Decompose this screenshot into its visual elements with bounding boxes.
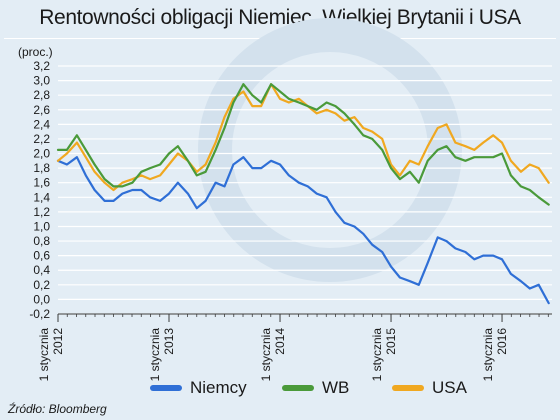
legend-label-niemcy: Niemcy (190, 378, 247, 397)
series-line-niemcy (56, 156, 550, 305)
y-tick-label: 0,8 (33, 234, 50, 248)
x-tick-label-line1: 1 stycznia (148, 328, 162, 382)
chart-title: Rentowności obligacji Niemiec, Wielkiej … (39, 6, 521, 29)
y-tick-label: 1,2 (33, 205, 50, 219)
y-tick-label: 0,6 (33, 249, 50, 263)
y-tick-label: 2,8 (33, 88, 50, 102)
legend-label-wb: WB (322, 378, 350, 397)
y-tick-label: 2,6 (33, 103, 50, 117)
y-tick-label: 3,2 (33, 59, 50, 73)
x-tick-label: 1 stycznia 2014 (259, 328, 287, 382)
legend-item-niemcy: Niemcy (150, 378, 247, 398)
x-tick-label-line1: 1 stycznia (259, 328, 273, 382)
x-tick-label: 1 stycznia 2012 (37, 328, 65, 382)
y-tick-label: 1,6 (33, 176, 50, 190)
y-tick-label: 2,4 (33, 117, 50, 131)
y-tick-label: 0,0 (33, 292, 50, 306)
x-tick-label: 1 stycznia 2015 (370, 328, 398, 382)
y-tick-label: 1,4 (33, 190, 50, 204)
y-axis-label: (proc.) (18, 45, 53, 59)
x-tick-label: 1 stycznia 2013 (148, 328, 176, 382)
y-tick-label: 1,0 (33, 219, 50, 233)
y-tick-label: 3,0 (33, 74, 50, 88)
x-tick-label-line2: 2015 (384, 328, 398, 355)
y-tick-label: -0,2 (29, 307, 50, 321)
x-tick-label-line1: 1 stycznia (370, 328, 384, 382)
legend-label-usa: USA (432, 378, 467, 397)
x-tick-label-line2: 2013 (162, 328, 176, 355)
series-line-wb (56, 83, 550, 206)
legend-swatch-niemcy (150, 385, 182, 391)
y-tick-label: 0,2 (33, 278, 50, 292)
legend-swatch-usa (392, 385, 424, 391)
legend: Niemcy WB USA (0, 378, 560, 400)
x-tick-label-line2: 2016 (495, 328, 509, 355)
legend-item-wb: WB (282, 378, 349, 398)
x-tick-label: 1 stycznia 2016 (481, 328, 509, 382)
x-tick-label-line2: 2012 (51, 328, 65, 355)
x-tick-label-line2: 2014 (273, 328, 287, 355)
x-tick-label-line1: 1 stycznia (37, 328, 51, 382)
source-note: Źródło: Bloomberg (8, 402, 107, 416)
y-tick-label: 2,2 (33, 132, 50, 146)
x-tick-label-line1: 1 stycznia (481, 328, 495, 382)
y-tick-label: 2,0 (33, 147, 50, 161)
y-tick-label: 1,8 (33, 161, 50, 175)
legend-swatch-wb (282, 385, 314, 391)
y-tick-label: 0,4 (33, 263, 50, 277)
legend-item-usa: USA (392, 378, 467, 398)
series-line-usa (56, 83, 550, 192)
